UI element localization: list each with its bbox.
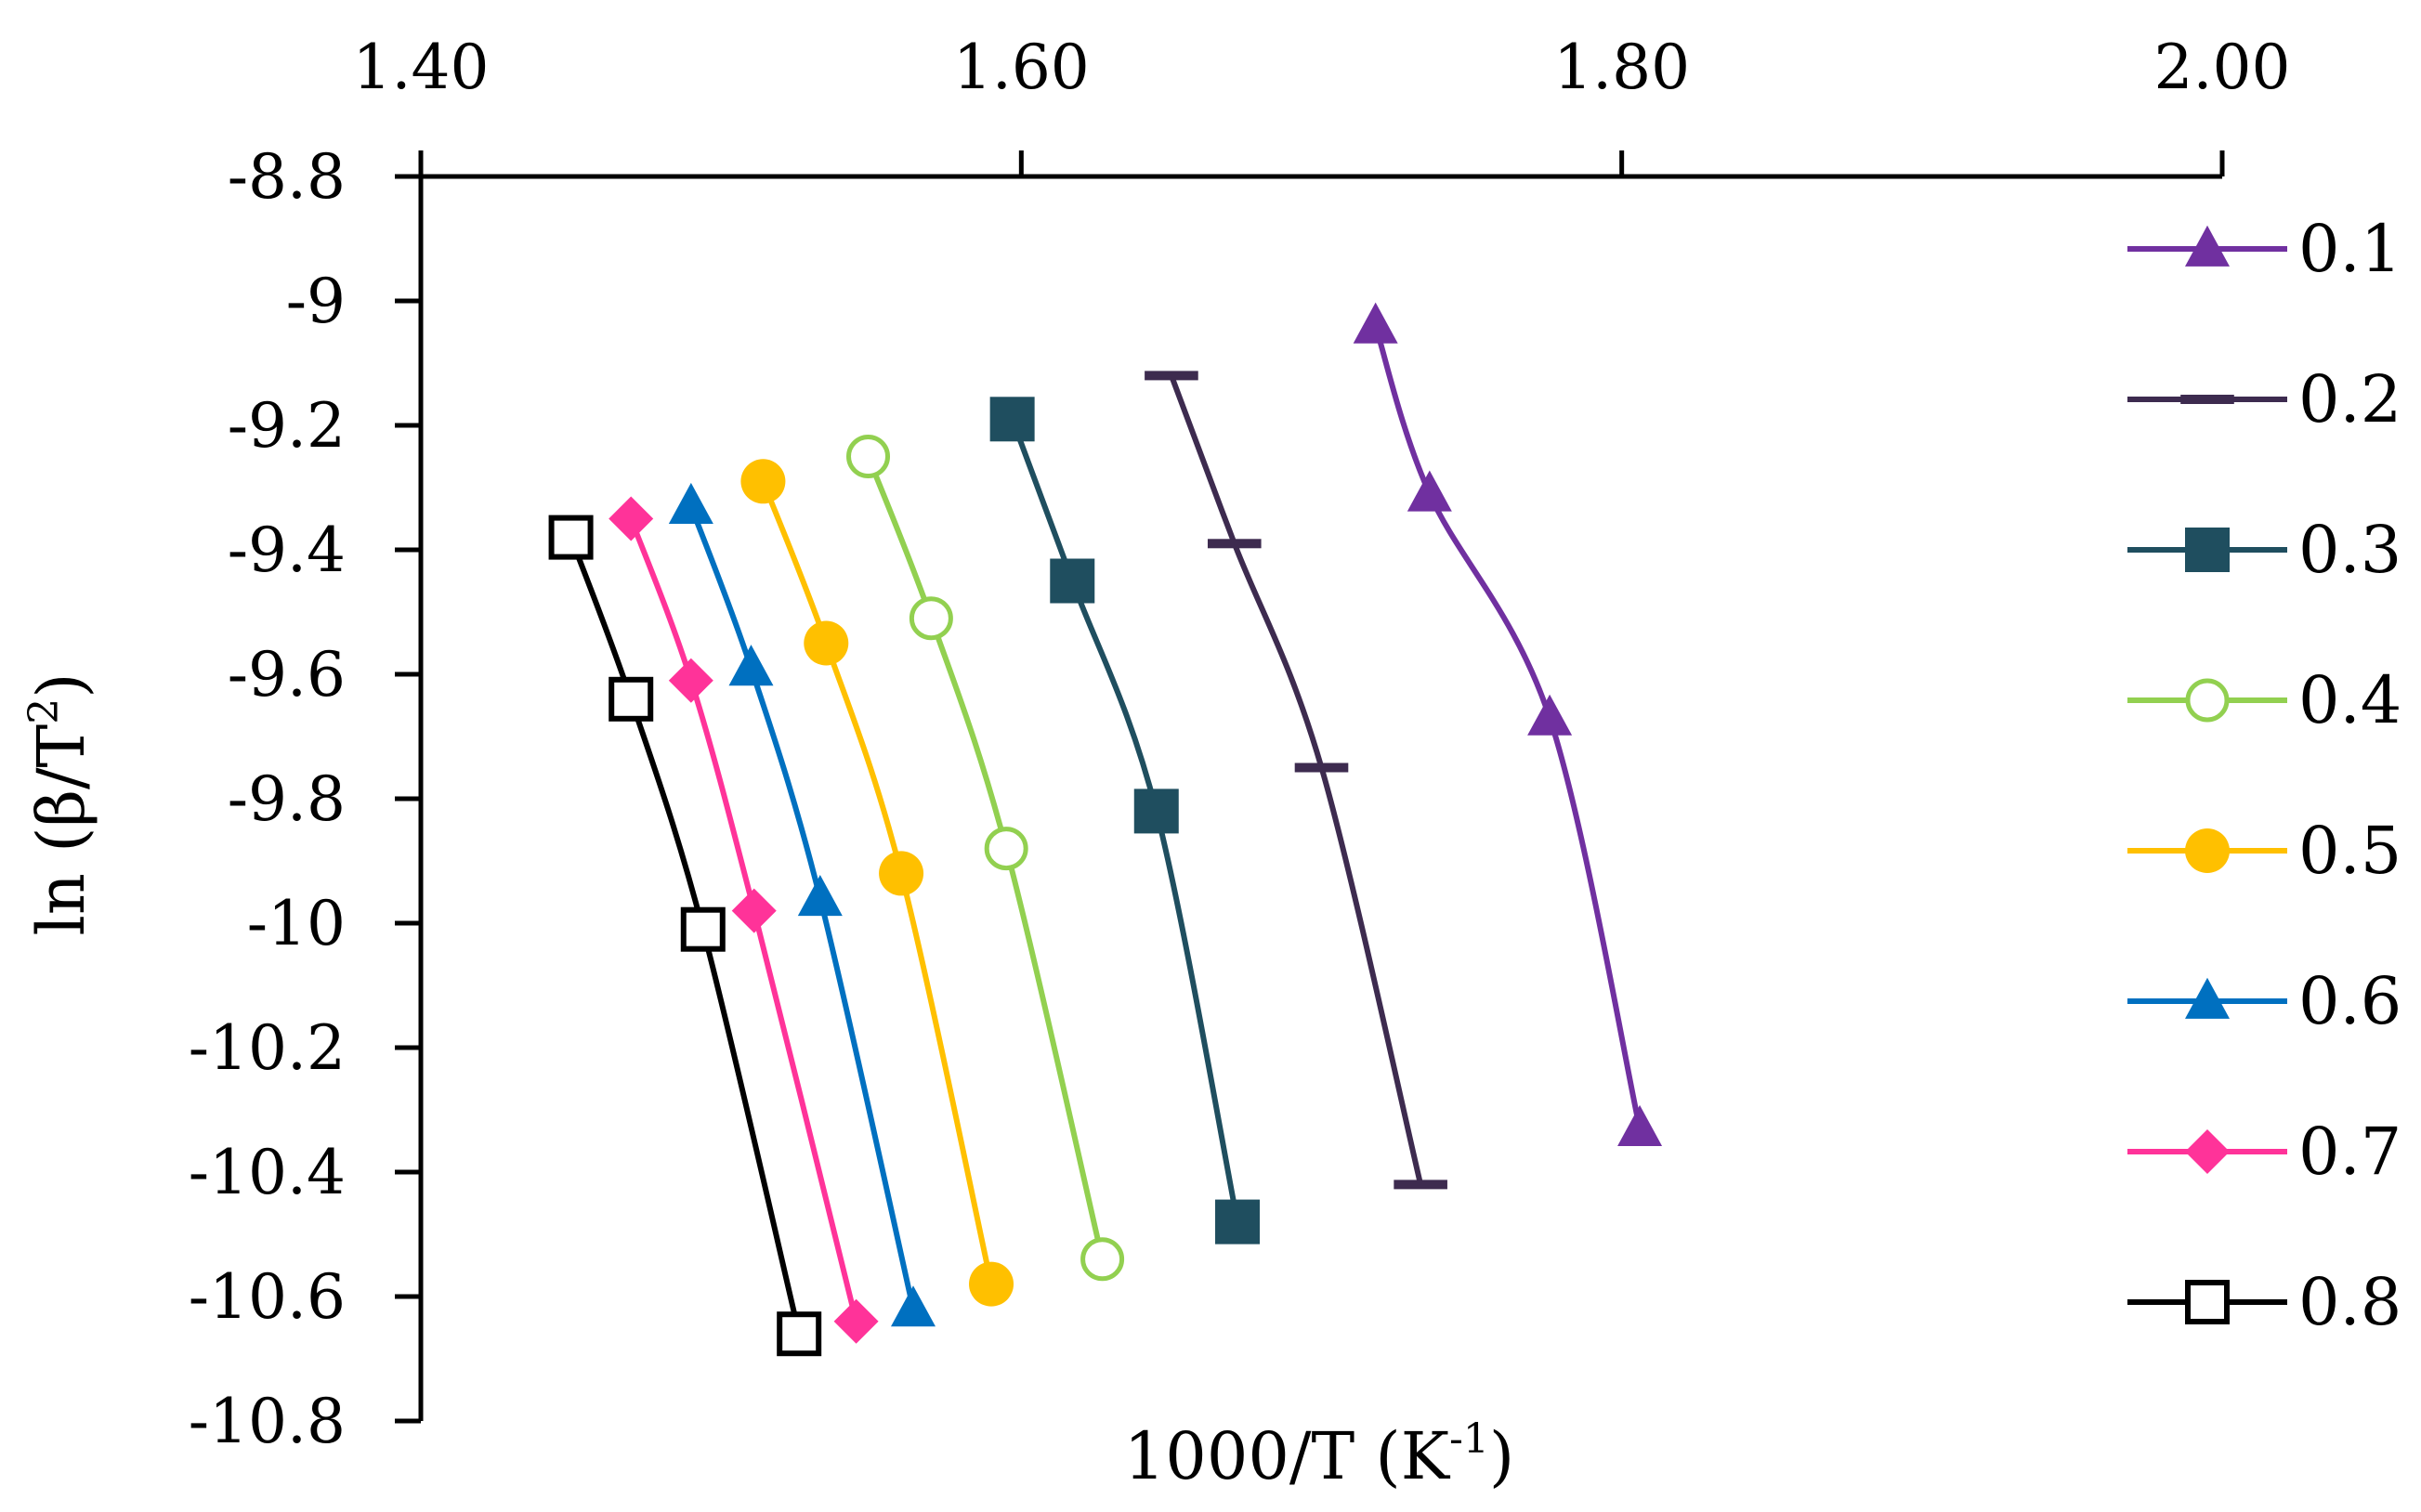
y-tick-label: -10.6 bbox=[189, 1261, 346, 1333]
legend-label: 0.4 bbox=[2298, 662, 2401, 738]
legend-label: 0.5 bbox=[2298, 813, 2401, 889]
legend-item-0.2: 0.2 bbox=[2127, 361, 2401, 437]
y-tick-label: -10.8 bbox=[189, 1386, 346, 1457]
data-point bbox=[1527, 694, 1573, 736]
y-axis-title: ln (β/T2) bbox=[20, 672, 99, 935]
series-line bbox=[628, 517, 859, 1323]
y-tick-label: -8.8 bbox=[228, 141, 346, 213]
series-0.2 bbox=[1145, 371, 1447, 1190]
data-point bbox=[846, 435, 891, 478]
data-point bbox=[1145, 371, 1198, 381]
x-tick-label: 2.00 bbox=[2154, 32, 2291, 103]
data-point bbox=[1394, 1180, 1447, 1190]
series-layer bbox=[548, 302, 1663, 1357]
data-point bbox=[548, 515, 594, 560]
data-point bbox=[2185, 678, 2230, 723]
y-tick-label: -9.6 bbox=[228, 639, 346, 710]
y-tick-label: -9.2 bbox=[228, 390, 346, 462]
x-tick-label: 1.80 bbox=[1553, 32, 1690, 103]
x-tick-label: 1.60 bbox=[953, 32, 1090, 103]
series-0.8 bbox=[548, 515, 822, 1357]
series-0.1 bbox=[1353, 302, 1663, 1146]
series-0.7 bbox=[609, 496, 879, 1344]
data-point bbox=[984, 827, 1028, 871]
data-point bbox=[1407, 470, 1452, 512]
data-point bbox=[668, 658, 713, 703]
data-point bbox=[2185, 1129, 2230, 1174]
y-tick-label: -9.8 bbox=[228, 763, 346, 835]
series-line bbox=[865, 455, 1106, 1260]
series-0.6 bbox=[668, 482, 936, 1327]
axes: 1.40 1.60 1.80 2.00 -8.8 -9 -9.2 -9.4 -9.6 -9.8 -1… bbox=[189, 32, 2291, 1457]
legend-item-0.1: 0.1 bbox=[2127, 211, 2401, 287]
data-point bbox=[969, 1261, 1014, 1307]
data-point bbox=[609, 496, 654, 541]
y-tick-label: -10.4 bbox=[189, 1137, 346, 1208]
data-point bbox=[2185, 225, 2230, 267]
data-point bbox=[1207, 539, 1262, 549]
legend-label: 0.1 bbox=[2298, 211, 2401, 287]
legend: 0.1 0.2 0.3 0.4 0.5 0.6 0.7 0.8 bbox=[2127, 211, 2401, 1340]
legend-label: 0.6 bbox=[2298, 963, 2401, 1039]
data-point bbox=[833, 1298, 879, 1344]
data-point bbox=[668, 482, 713, 524]
data-point bbox=[731, 888, 777, 933]
data-point bbox=[2180, 395, 2234, 404]
legend-item-0.8: 0.8 bbox=[2127, 1264, 2401, 1340]
data-point bbox=[1294, 763, 1349, 773]
legend-label: 0.3 bbox=[2298, 512, 2401, 588]
data-point bbox=[2185, 528, 2230, 572]
legend-item-0.5: 0.5 bbox=[2127, 813, 2401, 889]
data-point bbox=[909, 596, 953, 641]
x-tick-label: 1.40 bbox=[353, 32, 490, 103]
legend-label: 0.8 bbox=[2298, 1264, 2401, 1340]
data-point bbox=[777, 1311, 822, 1357]
legend-label: 0.7 bbox=[2298, 1114, 2401, 1190]
data-point bbox=[609, 676, 654, 722]
data-point bbox=[1215, 1199, 1261, 1245]
legend-item-0.3: 0.3 bbox=[2127, 512, 2401, 588]
series-line bbox=[1009, 418, 1240, 1223]
data-point bbox=[890, 1285, 936, 1327]
data-point bbox=[1080, 1237, 1125, 1282]
y-tick-label: -10.2 bbox=[189, 1012, 346, 1084]
data-point bbox=[1617, 1104, 1663, 1146]
legend-label: 0.2 bbox=[2298, 361, 2401, 437]
data-point bbox=[1050, 558, 1095, 604]
data-point bbox=[1353, 302, 1398, 344]
data-point bbox=[740, 459, 786, 504]
data-point bbox=[804, 620, 849, 666]
data-point bbox=[2185, 1280, 2230, 1324]
legend-item-0.6: 0.6 bbox=[2127, 963, 2401, 1039]
y-tick-label: -10 bbox=[247, 888, 346, 959]
data-point bbox=[2185, 828, 2230, 873]
legend-item-0.7: 0.7 bbox=[2127, 1114, 2401, 1190]
data-point bbox=[2185, 977, 2230, 1019]
series-0.4 bbox=[846, 435, 1125, 1282]
series-line bbox=[1372, 324, 1642, 1129]
x-axis-title: 1000/T (K-1) bbox=[1124, 1415, 1514, 1494]
data-point bbox=[728, 645, 774, 686]
series-0.3 bbox=[989, 397, 1261, 1245]
legend-item-0.4: 0.4 bbox=[2127, 662, 2401, 738]
data-point bbox=[879, 851, 924, 896]
data-point bbox=[989, 397, 1035, 442]
series-line bbox=[688, 505, 916, 1310]
data-point bbox=[797, 875, 843, 917]
series-line bbox=[1169, 374, 1424, 1186]
data-point bbox=[1133, 789, 1179, 834]
series-0.5 bbox=[740, 459, 1014, 1307]
series-line bbox=[760, 480, 994, 1285]
series-line bbox=[568, 536, 803, 1335]
y-tick-label: -9.4 bbox=[228, 515, 346, 586]
data-point bbox=[680, 906, 726, 952]
y-tick-label: -9 bbox=[286, 266, 346, 337]
